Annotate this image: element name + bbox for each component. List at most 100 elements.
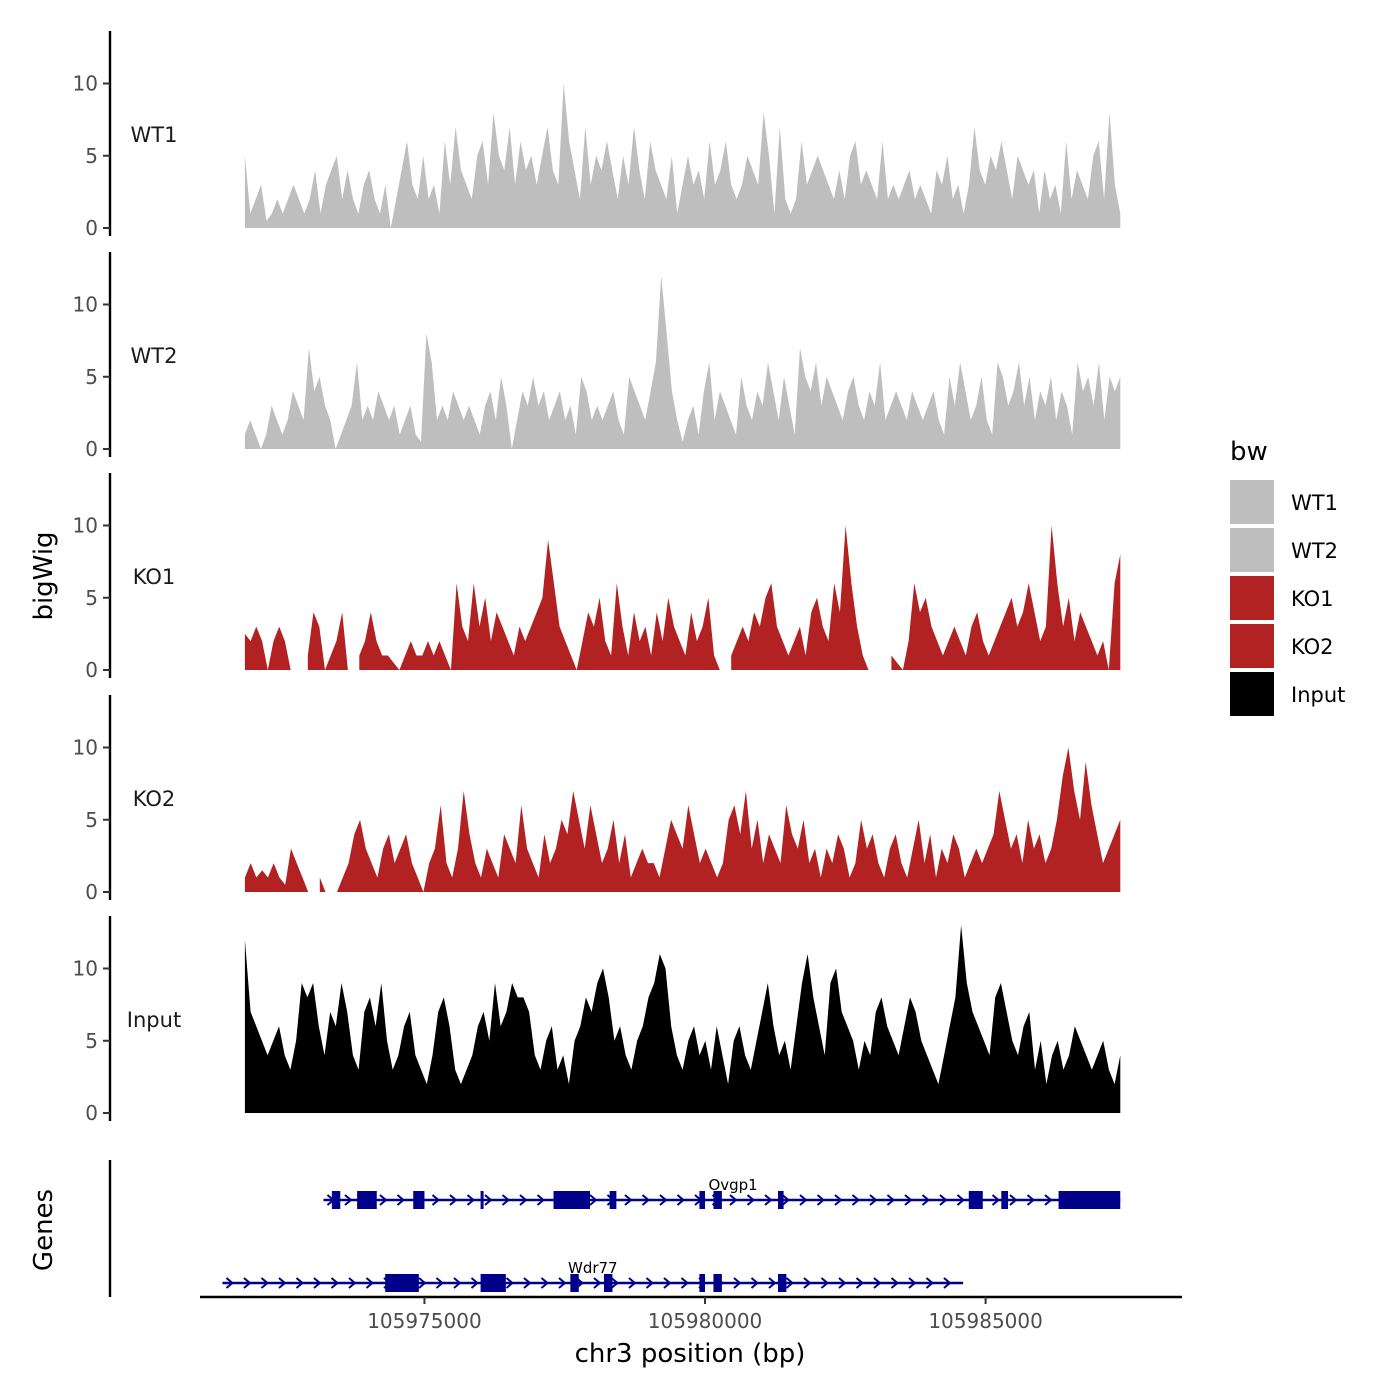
strand-arrow bbox=[225, 1277, 235, 1289]
exon bbox=[609, 1191, 617, 1209]
coverage-area-wt2 bbox=[244, 275, 1121, 449]
track-label-wt2: WT2 bbox=[131, 344, 178, 368]
exon bbox=[385, 1274, 419, 1292]
legend-swatch-ko1 bbox=[1230, 576, 1274, 620]
y-tick-label: 10 bbox=[73, 514, 98, 538]
strand-arrow bbox=[624, 1194, 633, 1206]
y-tick-label: 0 bbox=[85, 880, 98, 904]
exon bbox=[331, 1191, 341, 1209]
strand-arrow bbox=[466, 1194, 476, 1206]
strand-arrow bbox=[641, 1194, 651, 1206]
strand-arrow bbox=[519, 1194, 528, 1206]
strand-arrow bbox=[746, 1194, 756, 1206]
x-tick-label: 105975000 bbox=[367, 1309, 482, 1333]
exon bbox=[1058, 1191, 1121, 1209]
strand-arrow bbox=[243, 1277, 252, 1289]
strand-arrow bbox=[873, 1277, 882, 1289]
strand-arrow bbox=[908, 1277, 917, 1289]
strand-arrow bbox=[1044, 1194, 1053, 1206]
strand-arrow bbox=[921, 1194, 931, 1206]
strand-arrow bbox=[645, 1277, 655, 1289]
panel-wt1: 0 5 10 WT1 bbox=[73, 31, 1121, 240]
y-tick-label: 0 bbox=[85, 1101, 98, 1125]
strand-arrow bbox=[523, 1277, 532, 1289]
strand-arrow bbox=[379, 1194, 388, 1206]
strand-arrow bbox=[663, 1277, 672, 1289]
strand-arrow bbox=[418, 1277, 427, 1289]
strand-arrow bbox=[676, 1194, 686, 1206]
track-label-wt1: WT1 bbox=[131, 123, 178, 147]
strand-arrow bbox=[855, 1277, 865, 1289]
strand-arrow bbox=[540, 1277, 550, 1289]
x-tick-label: 105985000 bbox=[928, 1309, 1043, 1333]
exon bbox=[357, 1191, 377, 1209]
exon bbox=[968, 1191, 983, 1209]
y-tick-label: 10 bbox=[73, 957, 98, 981]
strand-arrow bbox=[396, 1194, 406, 1206]
gene-label: Ovgp1 bbox=[708, 1176, 757, 1194]
y-tick-label: 10 bbox=[73, 293, 98, 317]
legend-swatch-input bbox=[1230, 672, 1274, 716]
legend-label-ko1: KO1 bbox=[1291, 587, 1334, 611]
track-label-ko2: KO2 bbox=[133, 787, 176, 811]
exon bbox=[604, 1274, 613, 1292]
strand-arrow bbox=[733, 1277, 742, 1289]
strand-arrow bbox=[799, 1194, 808, 1206]
exon bbox=[713, 1274, 722, 1292]
strand-arrow bbox=[628, 1277, 637, 1289]
strand-arrow bbox=[431, 1194, 441, 1206]
coverage-area-ko1 bbox=[891, 525, 1121, 670]
exon bbox=[570, 1274, 579, 1292]
strand-arrow bbox=[925, 1277, 935, 1289]
exon bbox=[699, 1274, 706, 1292]
strand-arrow bbox=[313, 1277, 322, 1289]
exon bbox=[480, 1274, 506, 1292]
coverage-area-input bbox=[244, 925, 1121, 1113]
track-label-input: Input bbox=[127, 1008, 181, 1032]
strand-arrow bbox=[330, 1277, 340, 1289]
y-tick-label: 5 bbox=[85, 365, 98, 389]
exon bbox=[413, 1191, 425, 1209]
strand-arrow bbox=[803, 1277, 812, 1289]
x-tick-label: 105980000 bbox=[648, 1309, 763, 1333]
y-tick-label: 5 bbox=[85, 808, 98, 832]
strand-arrow bbox=[348, 1277, 357, 1289]
strand-arrow bbox=[680, 1277, 690, 1289]
strand-arrow bbox=[1026, 1194, 1036, 1206]
legend-swatch-wt2 bbox=[1230, 528, 1274, 572]
x-axis: 105975000 105980000 105985000 bbox=[200, 1295, 1182, 1333]
legend-label-wt2: WT2 bbox=[1291, 539, 1338, 563]
genes-axis-title: Genes bbox=[29, 1189, 59, 1271]
strand-arrow bbox=[505, 1277, 515, 1289]
strand-arrow bbox=[453, 1277, 462, 1289]
coverage-panels: 0 5 10 WT1 0 5 10 WT2 0 5 10 KO1 0 5 10 KO2 0 5 10 Input bbox=[73, 31, 1121, 1125]
gene-ovgp1: Ovgp1 bbox=[323, 1176, 1121, 1209]
strand-arrow bbox=[449, 1194, 458, 1206]
legend-swatch-ko2 bbox=[1230, 624, 1274, 668]
x-axis-title: chr3 position (bp) bbox=[575, 1339, 806, 1369]
strand-arrow bbox=[589, 1194, 598, 1206]
coverage-area-ko2 bbox=[319, 877, 326, 892]
legend-title: bw bbox=[1230, 437, 1268, 467]
strand-arrow bbox=[834, 1194, 843, 1206]
genes-panel: Ovgp1 Wdr77 bbox=[108, 1160, 1121, 1297]
strand-arrow bbox=[781, 1194, 791, 1206]
y-tick-label: 5 bbox=[85, 144, 98, 168]
strand-arrow bbox=[659, 1194, 668, 1206]
exon bbox=[777, 1191, 784, 1209]
exon bbox=[1001, 1191, 1009, 1209]
strand-arrow bbox=[484, 1194, 493, 1206]
coverage-area-ko1 bbox=[731, 525, 869, 670]
panel-ko1: 0 5 10 KO1 bbox=[73, 473, 1121, 682]
strand-arrow bbox=[764, 1194, 773, 1206]
strand-arrow bbox=[886, 1194, 896, 1206]
track-label-ko1: KO1 bbox=[133, 565, 176, 589]
strand-arrow bbox=[768, 1277, 777, 1289]
strand-arrow bbox=[295, 1277, 305, 1289]
y-tick-label: 0 bbox=[85, 216, 98, 240]
coverage-area-wt1 bbox=[244, 83, 1121, 228]
strand-arrow bbox=[501, 1194, 511, 1206]
strand-arrow bbox=[838, 1277, 847, 1289]
y-tick-label: 10 bbox=[73, 736, 98, 760]
coverage-area-ko2 bbox=[337, 747, 1121, 892]
